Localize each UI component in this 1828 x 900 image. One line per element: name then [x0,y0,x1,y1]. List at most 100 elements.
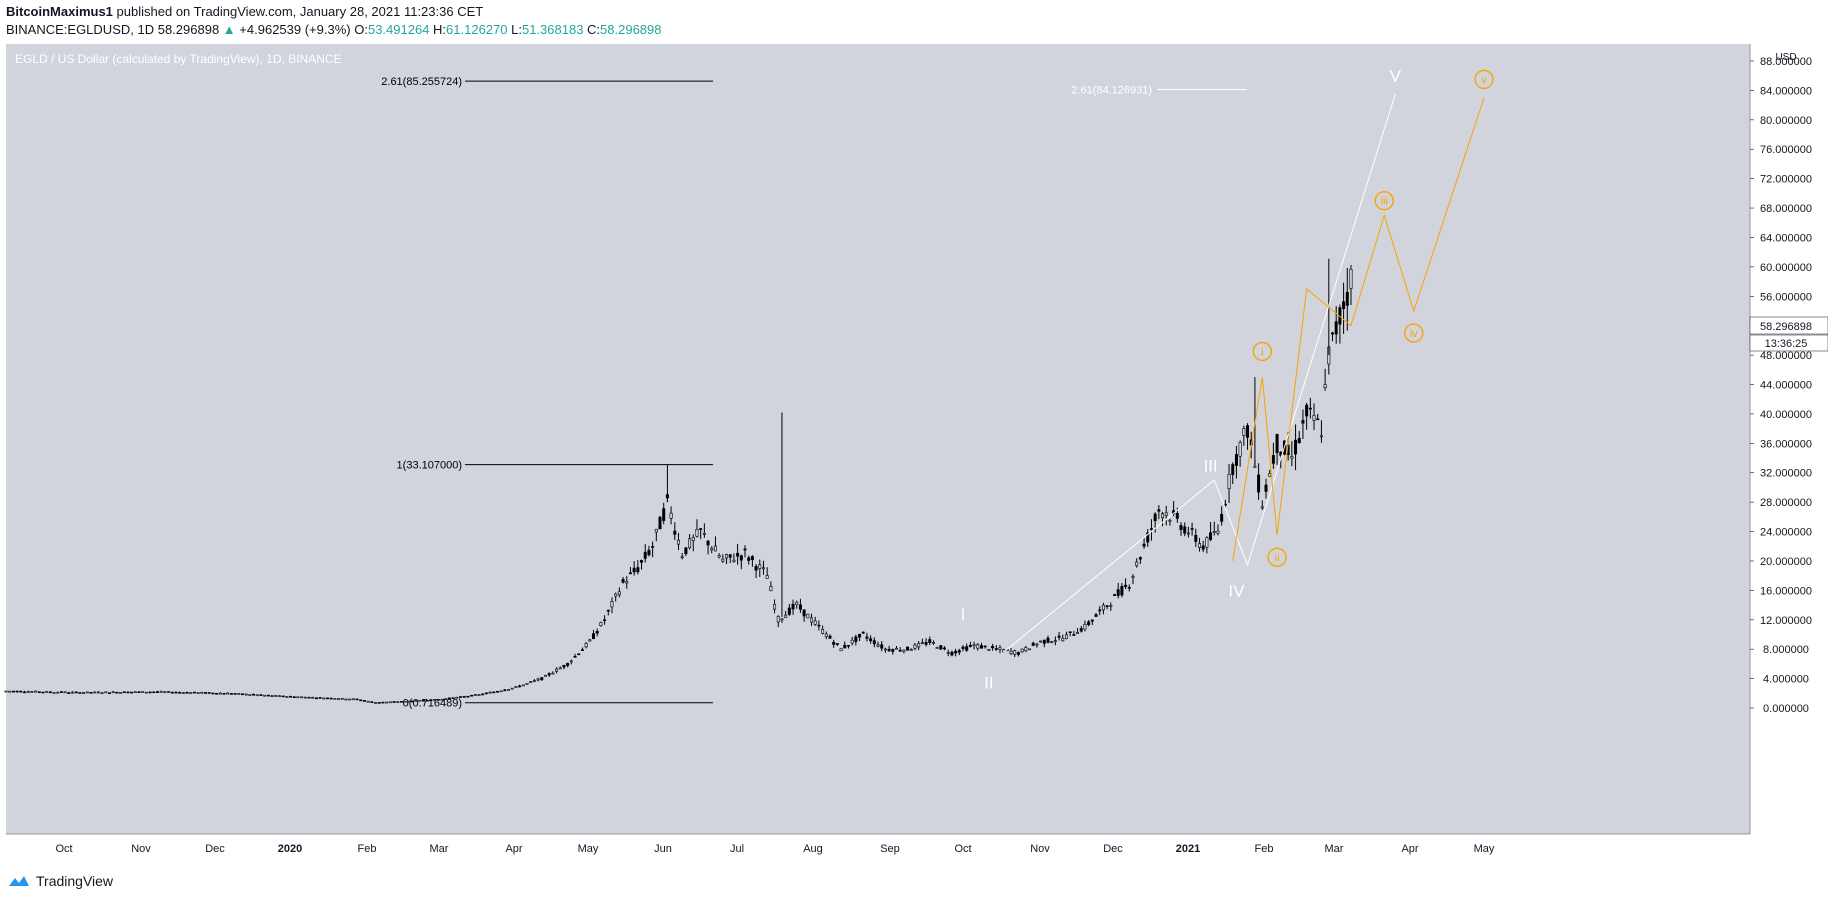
candle-body [588,639,592,642]
candle-body [1234,454,1238,466]
candle-body [1135,561,1139,566]
candle-body [89,692,93,694]
orange-wave-label: i [1261,346,1263,358]
y-tick-label: 84.000000 [1760,85,1812,97]
candle-body [1028,648,1032,651]
candle-body [233,693,237,695]
author-name[interactable]: BitcoinMaximus1 [6,4,113,19]
low-label: L: [511,22,522,37]
candle-body [499,690,503,693]
x-tick-label: Feb [358,843,377,855]
candle-body [19,690,23,693]
high-label: H: [433,22,447,37]
tradingview-brand[interactable]: TradingView [8,873,113,889]
x-tick-label: Mar [430,843,449,855]
price-axis[interactable] [1750,44,1828,834]
candle-body [181,692,185,694]
candle-body [798,604,802,610]
open-value: 53.491264 [367,22,430,37]
candle-body [1039,640,1043,643]
candle-body [314,697,318,700]
candle-body [30,691,34,693]
candle-body [828,635,832,639]
candle-body [229,693,233,695]
candle-body [1105,605,1109,607]
candle-body [1209,532,1213,540]
chart-header: BitcoinMaximus1 published on TradingView… [0,0,1828,44]
plot-background [6,44,1750,834]
candle-body [1057,635,1061,638]
y-tick-label: 0.000000 [1763,703,1809,715]
x-tick-label: Apr [1401,843,1418,855]
candle-body [1168,519,1172,522]
candle-body [189,692,193,694]
last-price-box [1749,316,1828,335]
candle-body [950,651,954,656]
candle-body [163,691,167,694]
candle-body [248,694,252,696]
candle-body [351,698,355,701]
candle-body [196,692,200,694]
up-arrow-icon: ▲ [222,22,236,37]
candle-body [1024,647,1028,652]
candle-body [566,662,570,666]
candle-body [680,556,684,559]
candle-body [104,691,108,694]
candle-body [429,699,433,702]
last-price-marker: 58.296898 13:36:25 [1749,316,1828,352]
y-tick-label: 28.000000 [1760,497,1812,509]
y-tick-label: 36.000000 [1760,438,1812,450]
y-tick-label: 40.000000 [1760,409,1812,421]
candle-body [621,579,625,583]
candle-body [1161,513,1165,519]
candle-body [388,701,392,704]
candle-body [1090,619,1094,622]
chart-area[interactable]: EGLD / US Dollar (calculated by TradingV… [0,44,1828,861]
candle-body [758,564,762,569]
candle-body [824,633,828,637]
orange-wave-circle [1252,341,1273,362]
candle-body [802,609,806,617]
candle-body [676,539,680,545]
candle-body [998,647,1002,650]
time-axis[interactable] [0,834,1750,861]
candle-body [1205,537,1209,548]
candle-body [200,691,204,694]
symbol-ohlc-line: BINANCE:EGLDUSD, 1D 58.296898 ▲ +4.96253… [6,22,662,37]
candle-body [377,702,381,704]
candle-body [1212,531,1216,533]
candle-body [1242,428,1246,436]
candle-body [85,691,89,694]
candle-body [1098,609,1102,612]
x-tick-label: 2020 [278,843,302,855]
candle-body [237,693,241,695]
candle-body [610,601,614,608]
candle-body [355,698,359,701]
y-tick-labels: 0.000000 4.000000 8.000000 12.000000 16.0000… [1750,56,1812,715]
candle-body [244,693,248,696]
countdown-label: 13:36:25 [1765,338,1808,350]
x-tick-label: Sep [880,843,900,855]
candle-body [340,697,344,700]
candle-body [972,644,976,647]
candle-body [252,693,256,696]
candle-body [148,691,152,694]
x-tick-label: Mar [1325,843,1344,855]
close-value: 58.296898 [600,22,662,37]
candle-body [433,698,437,701]
candle-body [462,696,466,698]
candles [4,258,1353,704]
candle-body [1216,530,1220,534]
candle-body [706,540,710,546]
high-value: 61.126270 [446,22,508,37]
candle-body [643,551,647,559]
y-tick-label: 4.000000 [1763,674,1809,686]
candle-body [562,664,566,668]
candle-body [543,674,547,677]
candle-body [133,691,137,694]
candle-body [362,700,366,702]
candle-body [514,686,518,688]
price-chart[interactable]: EGLD / US Dollar (calculated by TradingV… [0,44,1828,861]
candle-body [126,691,130,694]
candle-body [1175,513,1179,519]
